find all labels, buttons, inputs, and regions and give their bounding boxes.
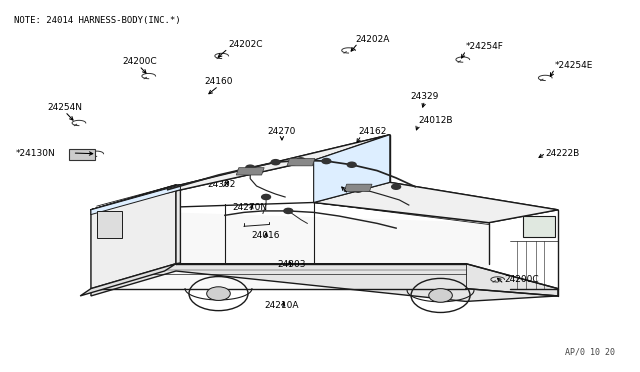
Text: 24200C: 24200C xyxy=(122,57,157,66)
Polygon shape xyxy=(287,158,315,166)
Text: 24202C: 24202C xyxy=(228,41,262,49)
Polygon shape xyxy=(176,185,180,264)
Polygon shape xyxy=(91,185,180,215)
Polygon shape xyxy=(91,135,390,210)
Polygon shape xyxy=(344,184,372,192)
Text: 24303: 24303 xyxy=(277,260,306,269)
Text: *24254F: *24254F xyxy=(466,42,504,51)
Polygon shape xyxy=(314,135,390,202)
Text: 24016: 24016 xyxy=(252,231,280,240)
Text: 24222B: 24222B xyxy=(545,148,579,157)
Circle shape xyxy=(429,289,452,302)
Text: 24270: 24270 xyxy=(268,126,296,135)
Circle shape xyxy=(207,287,230,301)
Text: 24302: 24302 xyxy=(207,180,236,189)
Text: 24012B: 24012B xyxy=(419,116,453,125)
Text: 24329: 24329 xyxy=(410,92,439,101)
Text: 24014: 24014 xyxy=(334,185,363,194)
Text: 24200C: 24200C xyxy=(504,275,539,284)
Circle shape xyxy=(354,187,362,192)
Polygon shape xyxy=(91,185,176,289)
Text: *24130N: *24130N xyxy=(15,148,55,157)
Polygon shape xyxy=(236,168,264,175)
Bar xyxy=(523,216,555,237)
Bar xyxy=(69,149,95,160)
Polygon shape xyxy=(91,210,489,292)
Circle shape xyxy=(284,208,292,214)
Text: 24254N: 24254N xyxy=(47,103,83,112)
Text: 24210A: 24210A xyxy=(265,301,299,310)
Text: AP/0 10 20: AP/0 10 20 xyxy=(565,347,615,356)
Polygon shape xyxy=(80,264,176,296)
Text: 24202A: 24202A xyxy=(355,35,389,44)
Text: 24160: 24160 xyxy=(204,77,233,86)
Polygon shape xyxy=(91,264,558,301)
Text: 24162: 24162 xyxy=(358,126,387,135)
Polygon shape xyxy=(314,182,558,223)
Circle shape xyxy=(246,165,255,170)
Text: 24270N: 24270N xyxy=(233,203,268,212)
Text: *24254E: *24254E xyxy=(555,61,593,70)
Circle shape xyxy=(348,162,356,167)
Bar xyxy=(97,211,122,238)
Circle shape xyxy=(322,158,331,164)
Circle shape xyxy=(392,184,401,189)
Circle shape xyxy=(296,158,305,163)
Text: NOTE: 24014 HARNESS-BODY(INC.*): NOTE: 24014 HARNESS-BODY(INC.*) xyxy=(14,16,181,25)
Circle shape xyxy=(271,160,280,165)
Circle shape xyxy=(262,195,271,199)
